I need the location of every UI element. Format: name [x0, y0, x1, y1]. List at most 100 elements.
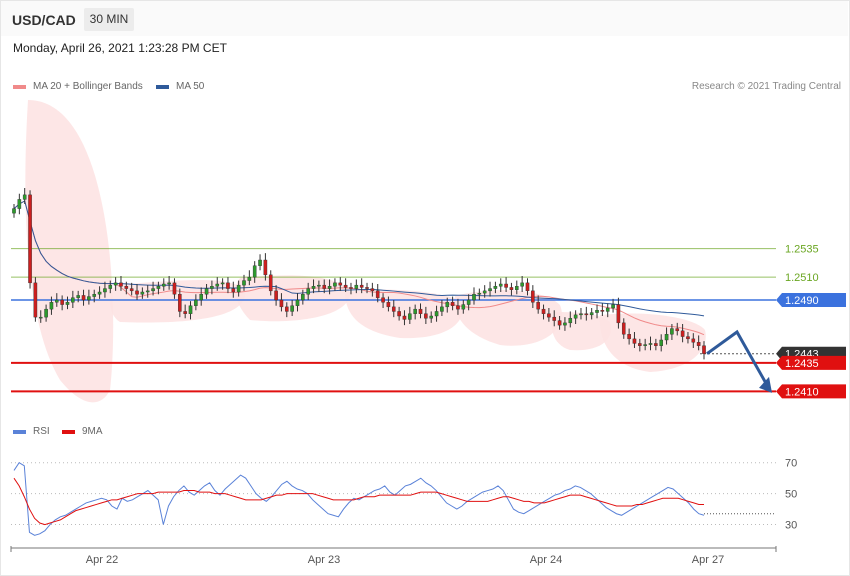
candle-body	[210, 286, 214, 289]
candle-body	[87, 296, 91, 301]
legend-9ma-swatch	[62, 429, 75, 434]
candle-body	[290, 305, 294, 312]
candle-body	[263, 259, 268, 276]
candle-body	[28, 194, 32, 284]
candle-body	[97, 291, 102, 295]
candle-body	[397, 311, 401, 317]
candle-body	[365, 287, 369, 289]
candle-body	[172, 282, 177, 295]
candle-body	[231, 288, 236, 293]
candle-body	[600, 310, 605, 312]
candle-body	[402, 315, 407, 320]
candle-body	[22, 194, 27, 200]
candle-body	[54, 299, 59, 303]
candle-body	[183, 311, 187, 314]
candle-body	[236, 284, 241, 293]
legend-9ma: 9MA	[62, 426, 103, 437]
x-tick-label: Apr 22	[86, 554, 118, 566]
candle-body	[472, 294, 476, 301]
candle-body	[268, 274, 273, 292]
candle-body	[675, 328, 680, 332]
candle-body	[161, 283, 166, 287]
candle-body	[274, 290, 278, 301]
candle-body	[391, 306, 396, 312]
candle-body	[589, 312, 594, 316]
interval-button[interactable]: 30 MIN	[84, 8, 134, 31]
candle-body	[140, 291, 145, 295]
candle-body	[92, 294, 97, 297]
candle-body	[408, 313, 412, 320]
candle-body	[178, 294, 182, 312]
candle-body	[386, 302, 391, 308]
candle-body	[616, 304, 621, 324]
candle-body	[531, 290, 535, 303]
candle-body	[493, 286, 498, 289]
candle-body	[434, 311, 439, 317]
candle-body	[680, 330, 685, 337]
candle-body	[536, 302, 540, 310]
candle-body	[568, 318, 573, 324]
candle-body	[648, 343, 653, 345]
candle-body	[514, 286, 519, 290]
candle-body	[81, 295, 86, 301]
legend-ma50: MA 50	[156, 81, 204, 92]
candle-body	[327, 286, 332, 289]
candle-body	[638, 343, 642, 346]
rsi-series-rsi	[13, 462, 705, 536]
candle-body	[686, 336, 690, 340]
level-label-1-2410: 1.2410	[785, 386, 819, 398]
bollinger-band-area-6	[551, 312, 611, 351]
candle-body	[440, 306, 444, 312]
candle-body	[44, 308, 48, 318]
chart-credit: Research © 2021 Trading Central	[691, 81, 841, 92]
level-tag-1-2410	[776, 384, 846, 399]
candle-body	[199, 294, 204, 301]
candle-body	[498, 283, 503, 287]
candle-body	[279, 299, 284, 308]
level-label-1-2535: 1.2535	[785, 244, 819, 256]
legend-ma50-swatch	[156, 84, 169, 89]
candle-body	[145, 290, 150, 293]
rsi-tick-50: 50	[785, 489, 797, 501]
candle-body	[547, 313, 551, 318]
candle-body	[691, 338, 696, 343]
candle-body	[445, 302, 450, 308]
level-label-1-2490: 1.2490	[785, 295, 819, 307]
candle-body	[295, 299, 300, 306]
candle-body	[156, 286, 161, 289]
candle-body	[284, 306, 289, 312]
candle-body	[167, 282, 171, 285]
candle-body	[317, 284, 321, 287]
candle-body	[252, 265, 257, 278]
candle-body	[370, 288, 375, 292]
candle-body	[504, 283, 508, 288]
candle-body	[220, 282, 225, 285]
candle-body	[477, 292, 482, 295]
rsi-tick-70: 70	[785, 458, 797, 470]
candle-body	[65, 302, 70, 305]
candle-body	[584, 313, 589, 316]
level-label-1-2510: 1.2510	[785, 272, 819, 284]
bollinger-band-area-1	[25, 100, 114, 403]
rsi-series-9ma	[13, 477, 704, 526]
candle-body	[71, 297, 75, 303]
legend-9ma-label: 9MA	[82, 426, 103, 437]
level-label-1-2435: 1.2435	[785, 358, 819, 370]
candle-body	[354, 284, 359, 289]
candle-body	[557, 320, 562, 326]
candle-body	[552, 316, 557, 321]
candle-body	[381, 297, 385, 303]
candle-body	[49, 302, 54, 310]
candle-body	[60, 299, 64, 305]
legend-rsi-label: RSI	[33, 426, 50, 437]
legend-rsi-swatch	[13, 429, 26, 434]
candle-body	[129, 288, 134, 292]
candle-body	[76, 295, 80, 298]
candle-body	[135, 290, 139, 295]
candle-body	[151, 288, 155, 292]
candle-body	[301, 294, 305, 301]
projection-arrow-line	[706, 329, 770, 388]
candle-body	[461, 304, 466, 310]
x-tick-label: Apr 27	[692, 554, 724, 566]
